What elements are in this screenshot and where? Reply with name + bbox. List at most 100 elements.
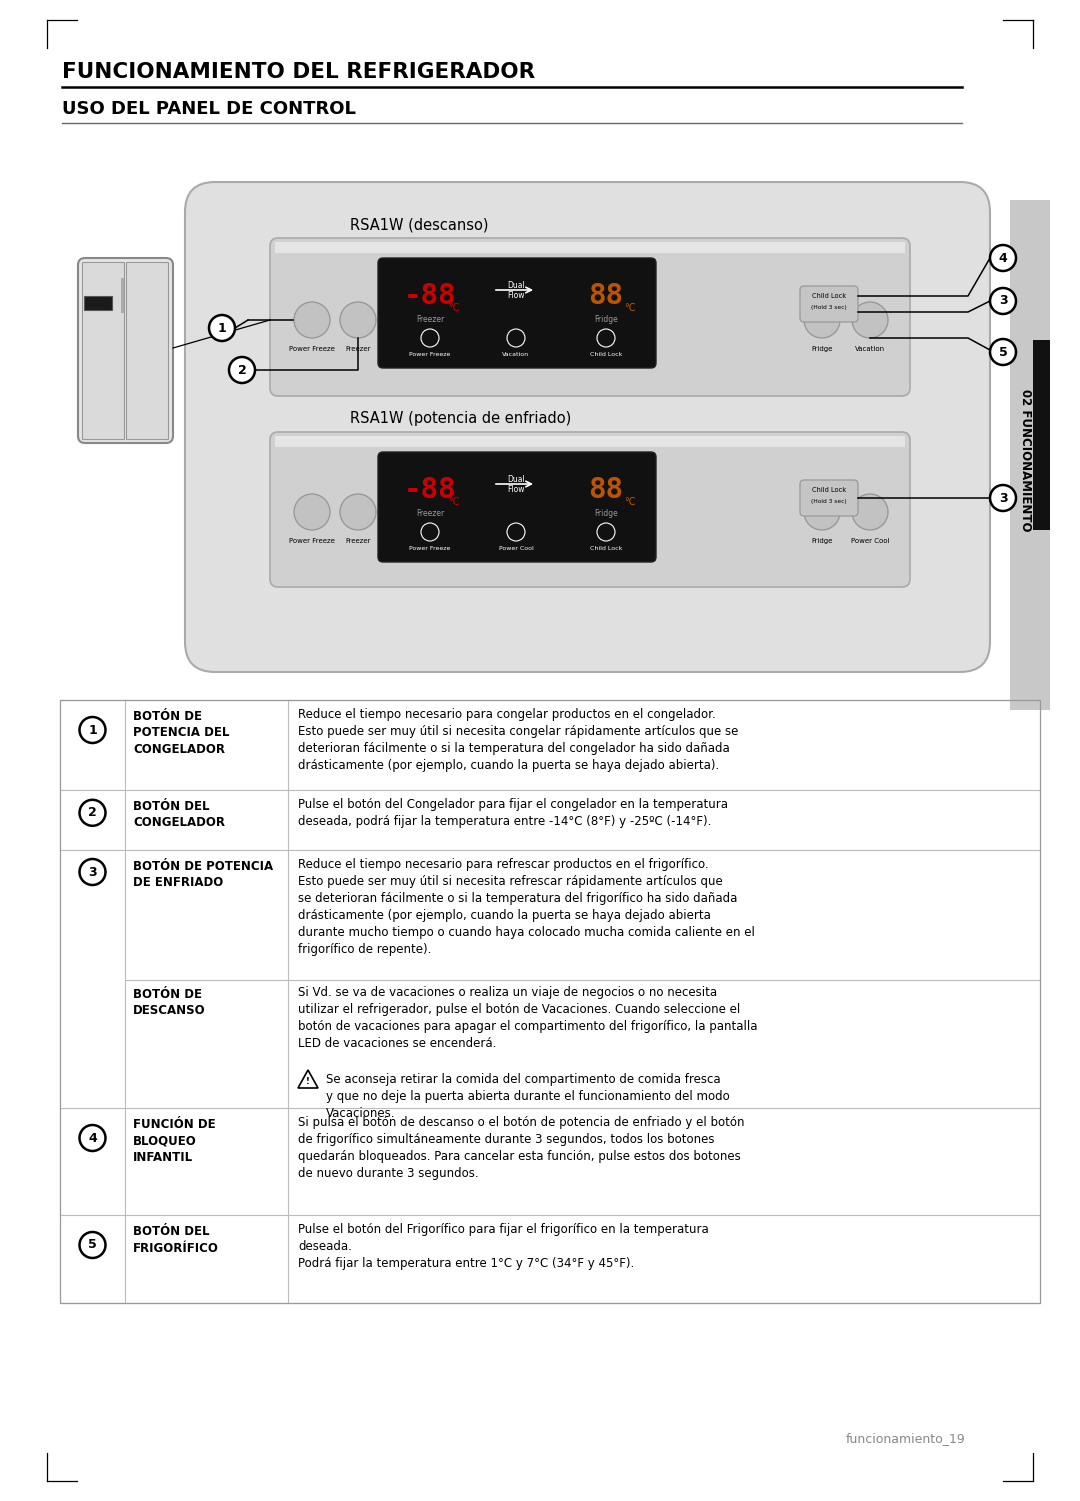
Text: !: ! bbox=[306, 1076, 310, 1085]
Text: Power Freeze: Power Freeze bbox=[289, 347, 335, 353]
FancyBboxPatch shape bbox=[185, 182, 990, 672]
Text: Dual: Dual bbox=[508, 476, 525, 485]
Text: Fridge: Fridge bbox=[811, 347, 833, 353]
Bar bbox=[60, 699, 1040, 790]
Text: FUNCIÓN DE
BLOQUEO
INFANTIL: FUNCIÓN DE BLOQUEO INFANTIL bbox=[133, 1118, 216, 1163]
Text: Child Lock: Child Lock bbox=[812, 293, 846, 299]
Bar bbox=[1010, 200, 1050, 710]
Text: Pulse el botón del Congelador para fijar el congelador en la temperatura
deseada: Pulse el botón del Congelador para fijar… bbox=[298, 799, 728, 829]
FancyBboxPatch shape bbox=[78, 258, 173, 443]
Text: (Hold 3 sec): (Hold 3 sec) bbox=[811, 306, 847, 311]
Text: 2: 2 bbox=[238, 363, 246, 377]
FancyBboxPatch shape bbox=[378, 258, 656, 368]
Circle shape bbox=[852, 302, 888, 338]
Text: °C: °C bbox=[624, 303, 635, 314]
Circle shape bbox=[340, 302, 376, 338]
Circle shape bbox=[340, 494, 376, 530]
Bar bbox=[1032, 341, 1050, 530]
Circle shape bbox=[804, 302, 840, 338]
Circle shape bbox=[80, 800, 106, 826]
Text: Power Freeze: Power Freeze bbox=[289, 537, 335, 543]
Text: -88: -88 bbox=[404, 282, 456, 311]
Bar bbox=[60, 1108, 1040, 1214]
Text: °C: °C bbox=[448, 303, 459, 314]
Text: 3: 3 bbox=[89, 866, 97, 878]
Bar bbox=[84, 296, 112, 311]
Text: Freezer: Freezer bbox=[416, 509, 444, 518]
Text: USO DEL PANEL DE CONTROL: USO DEL PANEL DE CONTROL bbox=[62, 101, 356, 119]
Text: Flow: Flow bbox=[508, 485, 525, 494]
Text: Fridge: Fridge bbox=[811, 537, 833, 543]
Text: Vacation: Vacation bbox=[502, 353, 529, 357]
Bar bbox=[60, 699, 1040, 1303]
Bar bbox=[82, 263, 124, 438]
Text: Power Cool: Power Cool bbox=[499, 546, 534, 551]
Text: BOTÓN DEL
CONGELADOR: BOTÓN DEL CONGELADOR bbox=[133, 800, 225, 830]
Circle shape bbox=[852, 494, 888, 530]
Text: 88: 88 bbox=[589, 476, 623, 504]
FancyBboxPatch shape bbox=[378, 452, 656, 561]
Circle shape bbox=[80, 717, 106, 743]
Text: 3: 3 bbox=[999, 491, 1008, 504]
Text: 4: 4 bbox=[999, 252, 1008, 264]
Bar bbox=[275, 242, 905, 254]
Circle shape bbox=[804, 494, 840, 530]
Text: Se aconseja retirar la comida del compartimento de comida fresca
y que no deje l: Se aconseja retirar la comida del compar… bbox=[326, 1073, 730, 1120]
Circle shape bbox=[990, 339, 1016, 365]
Text: Power Cool: Power Cool bbox=[851, 537, 889, 543]
Text: 2: 2 bbox=[89, 806, 97, 820]
Text: 1: 1 bbox=[218, 321, 227, 335]
FancyBboxPatch shape bbox=[270, 432, 910, 587]
Bar bbox=[126, 263, 168, 438]
Text: RSA1W (potencia de enfriado): RSA1W (potencia de enfriado) bbox=[350, 411, 571, 426]
Text: BOTÓN DE
POTENCIA DEL
CONGELADOR: BOTÓN DE POTENCIA DEL CONGELADOR bbox=[133, 710, 229, 757]
Bar bbox=[60, 790, 1040, 850]
Text: °C: °C bbox=[448, 497, 459, 507]
FancyBboxPatch shape bbox=[270, 239, 910, 396]
Bar bbox=[60, 850, 1040, 1108]
Text: FUNCIONAMIENTO DEL REFRIGERADOR: FUNCIONAMIENTO DEL REFRIGERADOR bbox=[62, 62, 535, 83]
Text: funcionamiento_19: funcionamiento_19 bbox=[846, 1432, 966, 1445]
Text: °C: °C bbox=[624, 497, 635, 507]
Bar bbox=[121, 278, 124, 314]
Text: BOTÓN DEL
FRIGORÍFICO: BOTÓN DEL FRIGORÍFICO bbox=[133, 1225, 219, 1255]
Text: -88: -88 bbox=[404, 476, 456, 504]
Text: Si pulsa el botón de descanso o el botón de potencia de enfriado y el botón
de f: Si pulsa el botón de descanso o el botón… bbox=[298, 1117, 744, 1180]
Circle shape bbox=[294, 302, 330, 338]
Text: 3: 3 bbox=[999, 294, 1008, 308]
Circle shape bbox=[990, 288, 1016, 314]
Text: Reduce el tiempo necesario para refrescar productos en el frigorífico.
Esto pued: Reduce el tiempo necesario para refresca… bbox=[298, 859, 755, 956]
Text: Fridge: Fridge bbox=[594, 315, 618, 324]
Text: (Hold 3 sec): (Hold 3 sec) bbox=[811, 500, 847, 504]
Circle shape bbox=[990, 245, 1016, 272]
FancyBboxPatch shape bbox=[800, 287, 858, 323]
Circle shape bbox=[294, 494, 330, 530]
Circle shape bbox=[990, 485, 1016, 510]
Circle shape bbox=[80, 1126, 106, 1151]
Text: Fridge: Fridge bbox=[594, 509, 618, 518]
Text: 1: 1 bbox=[89, 723, 97, 737]
Circle shape bbox=[210, 315, 235, 341]
Text: Child Lock: Child Lock bbox=[590, 353, 622, 357]
Bar bbox=[275, 435, 905, 447]
Circle shape bbox=[229, 357, 255, 383]
Text: Power Freeze: Power Freeze bbox=[409, 353, 450, 357]
Text: Power Freeze: Power Freeze bbox=[409, 546, 450, 551]
Circle shape bbox=[80, 859, 106, 886]
Text: 5: 5 bbox=[999, 345, 1008, 359]
Text: Pulse el botón del Frigorífico para fijar el frigorífico en la temperatura
desea: Pulse el botón del Frigorífico para fija… bbox=[298, 1223, 708, 1270]
Text: 5: 5 bbox=[89, 1238, 97, 1252]
Text: Vacation: Vacation bbox=[855, 347, 886, 353]
Text: Si Vd. se va de vacaciones o realiza un viaje de negocios o no necesita
utilizar: Si Vd. se va de vacaciones o realiza un … bbox=[298, 986, 757, 1051]
Text: 02 FUNCIONAMIENTO: 02 FUNCIONAMIENTO bbox=[1018, 389, 1031, 531]
Text: 88: 88 bbox=[589, 282, 623, 311]
Text: Child Lock: Child Lock bbox=[812, 486, 846, 492]
Text: BOTÓN DE
DESCANSO: BOTÓN DE DESCANSO bbox=[133, 988, 205, 1018]
Text: 4: 4 bbox=[89, 1132, 97, 1144]
Text: Freezer: Freezer bbox=[346, 537, 370, 543]
Text: Child Lock: Child Lock bbox=[590, 546, 622, 551]
Text: Flow: Flow bbox=[508, 291, 525, 300]
Text: BOTÓN DE POTENCIA
DE ENFRIADO: BOTÓN DE POTENCIA DE ENFRIADO bbox=[133, 860, 273, 890]
Text: Freezer: Freezer bbox=[416, 315, 444, 324]
Text: Freezer: Freezer bbox=[346, 347, 370, 353]
